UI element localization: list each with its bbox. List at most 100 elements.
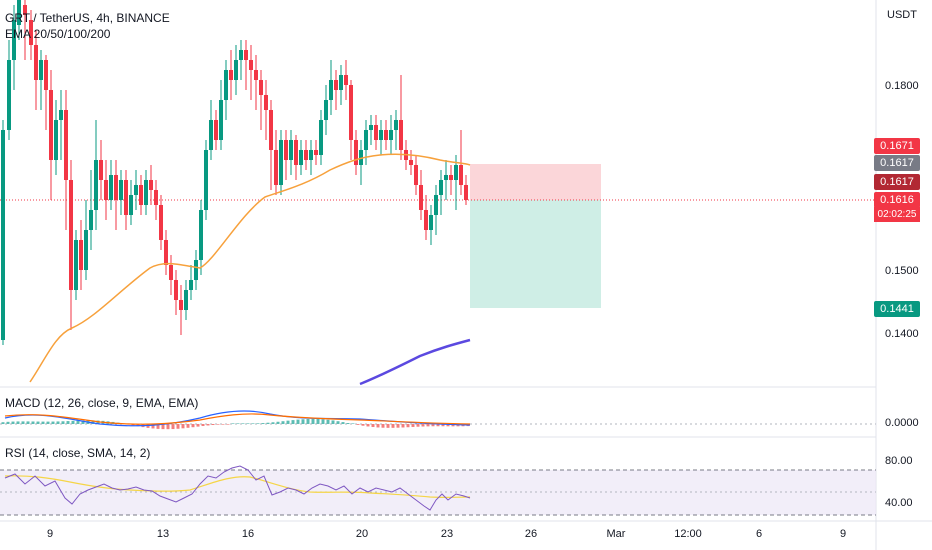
macd-bar: [261, 423, 265, 424]
macd-bar: [241, 423, 245, 424]
macd-bar: [441, 424, 445, 427]
macd-bar: [381, 424, 385, 428]
macd-bar: [176, 424, 180, 429]
price-axis-unit[interactable]: USDT: [887, 9, 917, 21]
macd-bar: [191, 424, 195, 428]
candle-body: [89, 210, 93, 230]
candle-body: [84, 230, 88, 270]
macd-bar: [271, 422, 275, 424]
high-price-tag: 0.1617: [874, 174, 920, 190]
macd-bar: [321, 419, 325, 424]
macd-bar: [406, 424, 410, 428]
macd-bar: [56, 421, 60, 424]
ema-fast-line: [29, 153, 471, 383]
candle-body: [17, 0, 21, 25]
macd-bar: [31, 421, 35, 424]
time-label: Mar: [606, 528, 626, 540]
candle-body: [34, 45, 38, 80]
candle-body: [324, 100, 328, 120]
time-label: 26: [524, 528, 538, 540]
macd-bar: [256, 423, 260, 424]
price-tick: 0.1500: [885, 265, 919, 277]
candle-body: [129, 195, 133, 215]
candle-body: [209, 120, 213, 150]
candle-body: [144, 180, 148, 205]
candle-body: [69, 180, 73, 290]
candle-body: [239, 50, 243, 60]
macd-bar: [431, 424, 435, 427]
candle-body: [12, 20, 16, 60]
candle-body: [1, 130, 5, 340]
ema-legend[interactable]: EMA 20/50/100/200: [5, 27, 111, 41]
time-label: 9: [839, 528, 847, 540]
candle-body: [184, 290, 188, 310]
macd-bar: [151, 424, 155, 429]
macd-bar: [361, 424, 365, 426]
candle-body: [284, 140, 288, 160]
candle-body: [429, 215, 433, 230]
candle-body: [29, 20, 33, 45]
macd-bar: [11, 421, 15, 424]
time-label: 12:00: [674, 528, 702, 540]
candle-body: [159, 205, 163, 240]
macd-bar: [76, 420, 80, 424]
candle-body: [374, 125, 378, 140]
macd-bar: [276, 421, 280, 424]
candle-body: [199, 210, 203, 260]
candle-body: [219, 100, 223, 140]
macd-bar: [376, 424, 380, 428]
macd-bar: [296, 419, 300, 424]
candle-body: [394, 120, 398, 130]
time-label: 16: [241, 528, 255, 540]
macd-bar: [251, 423, 255, 424]
candle-body: [314, 150, 318, 155]
rsi-legend[interactable]: RSI (14, close, SMA, 14, 2): [5, 446, 151, 460]
macd-bar: [291, 420, 295, 424]
rsi-tick: 80.00: [885, 455, 913, 467]
candle-body: [289, 140, 293, 160]
macd-bar: [311, 418, 315, 424]
candle-body: [329, 80, 333, 100]
risk-zone[interactable]: [470, 164, 601, 200]
candle-body: [364, 130, 368, 150]
candle-body: [434, 195, 438, 215]
candle-body: [189, 280, 193, 290]
candle-body: [109, 175, 113, 200]
macd-bar: [201, 424, 205, 427]
candle-body: [459, 165, 463, 185]
candle-body: [119, 180, 123, 200]
candle-body: [319, 120, 323, 155]
macd-bar: [36, 421, 40, 424]
macd-bar: [246, 423, 250, 424]
time-label: 23: [440, 528, 454, 540]
candle-body: [174, 280, 178, 300]
candle-body: [149, 180, 153, 190]
candle-body: [204, 150, 208, 210]
candle-body: [44, 60, 48, 90]
candle-body: [464, 185, 468, 200]
candle-body: [259, 80, 263, 95]
candle-body: [114, 175, 118, 200]
ema-price-tag: 0.1617: [874, 155, 920, 171]
candle-body: [339, 75, 343, 90]
macd-legend[interactable]: MACD (12, 26, close, 9, EMA, EMA): [5, 396, 199, 410]
candle-body: [454, 165, 458, 180]
candle-body: [164, 240, 168, 265]
rsi-ma-line: [4, 475, 471, 499]
macd-tick: 0.0000: [885, 417, 919, 429]
candle-body: [169, 265, 173, 280]
candle-body: [264, 95, 268, 110]
candle-body: [409, 160, 413, 165]
candle-body: [389, 130, 393, 140]
macd-bar: [231, 423, 235, 424]
symbol-legend[interactable]: GRT / TetherUS, 4h, BINANCE: [5, 11, 170, 25]
macd-bar: [281, 421, 285, 424]
macd-bar: [61, 421, 65, 424]
candle-body: [194, 260, 198, 280]
reward-zone[interactable]: [470, 200, 601, 308]
macd-bar: [166, 424, 170, 430]
macd-bar: [6, 421, 10, 424]
candle-body: [244, 50, 248, 60]
candle-body: [254, 70, 258, 80]
